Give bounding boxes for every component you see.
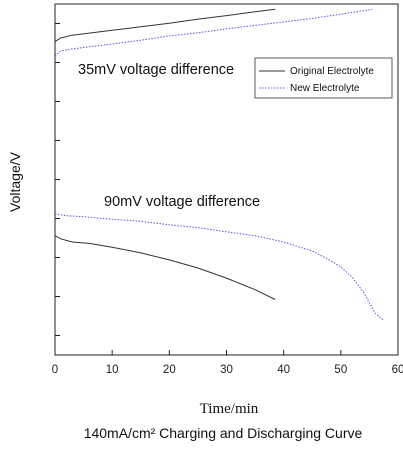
text-layer: Voltage/V Time/min 140mA/cm² Charging an… — [7, 62, 362, 441]
x-tick-label: 10 — [106, 364, 119, 376]
annotation-35mv: 35mV voltage difference — [78, 62, 234, 78]
axes: 0 10 20 30 40 50 60 — [52, 3, 403, 376]
series-line-new-electrolyte-discharge — [54, 213, 385, 321]
legend: Original Electrolyte New Electrolyte — [254, 57, 393, 99]
series-line-new-electrolyte-charge — [54, 8, 373, 57]
x-tick-label: 20 — [163, 364, 176, 376]
x-tick-label: 30 — [220, 364, 233, 376]
series-line-original-electrolyte-charge — [54, 8, 276, 43]
plot-frame — [54, 3, 399, 356]
legend-label-new: New Electrolyte — [290, 83, 360, 94]
legend-label-original: Original Electrolyte — [290, 66, 374, 77]
x-axis-label: Time/min — [200, 401, 259, 417]
legend-box — [254, 57, 393, 99]
y-axis-label: Voltage/V — [7, 151, 23, 212]
x-tick-label: 60 — [392, 364, 403, 376]
x-tick-label: 0 — [52, 364, 58, 376]
x-tick-label: 50 — [334, 364, 347, 376]
chart-caption: 140mA/cm² Charging and Discharging Curve — [84, 425, 363, 441]
series-line-original-electrolyte-discharge — [54, 235, 276, 300]
x-tick-label: 40 — [277, 364, 290, 376]
annotation-90mv: 90mV voltage difference — [104, 194, 260, 210]
series-layer — [54, 8, 385, 321]
